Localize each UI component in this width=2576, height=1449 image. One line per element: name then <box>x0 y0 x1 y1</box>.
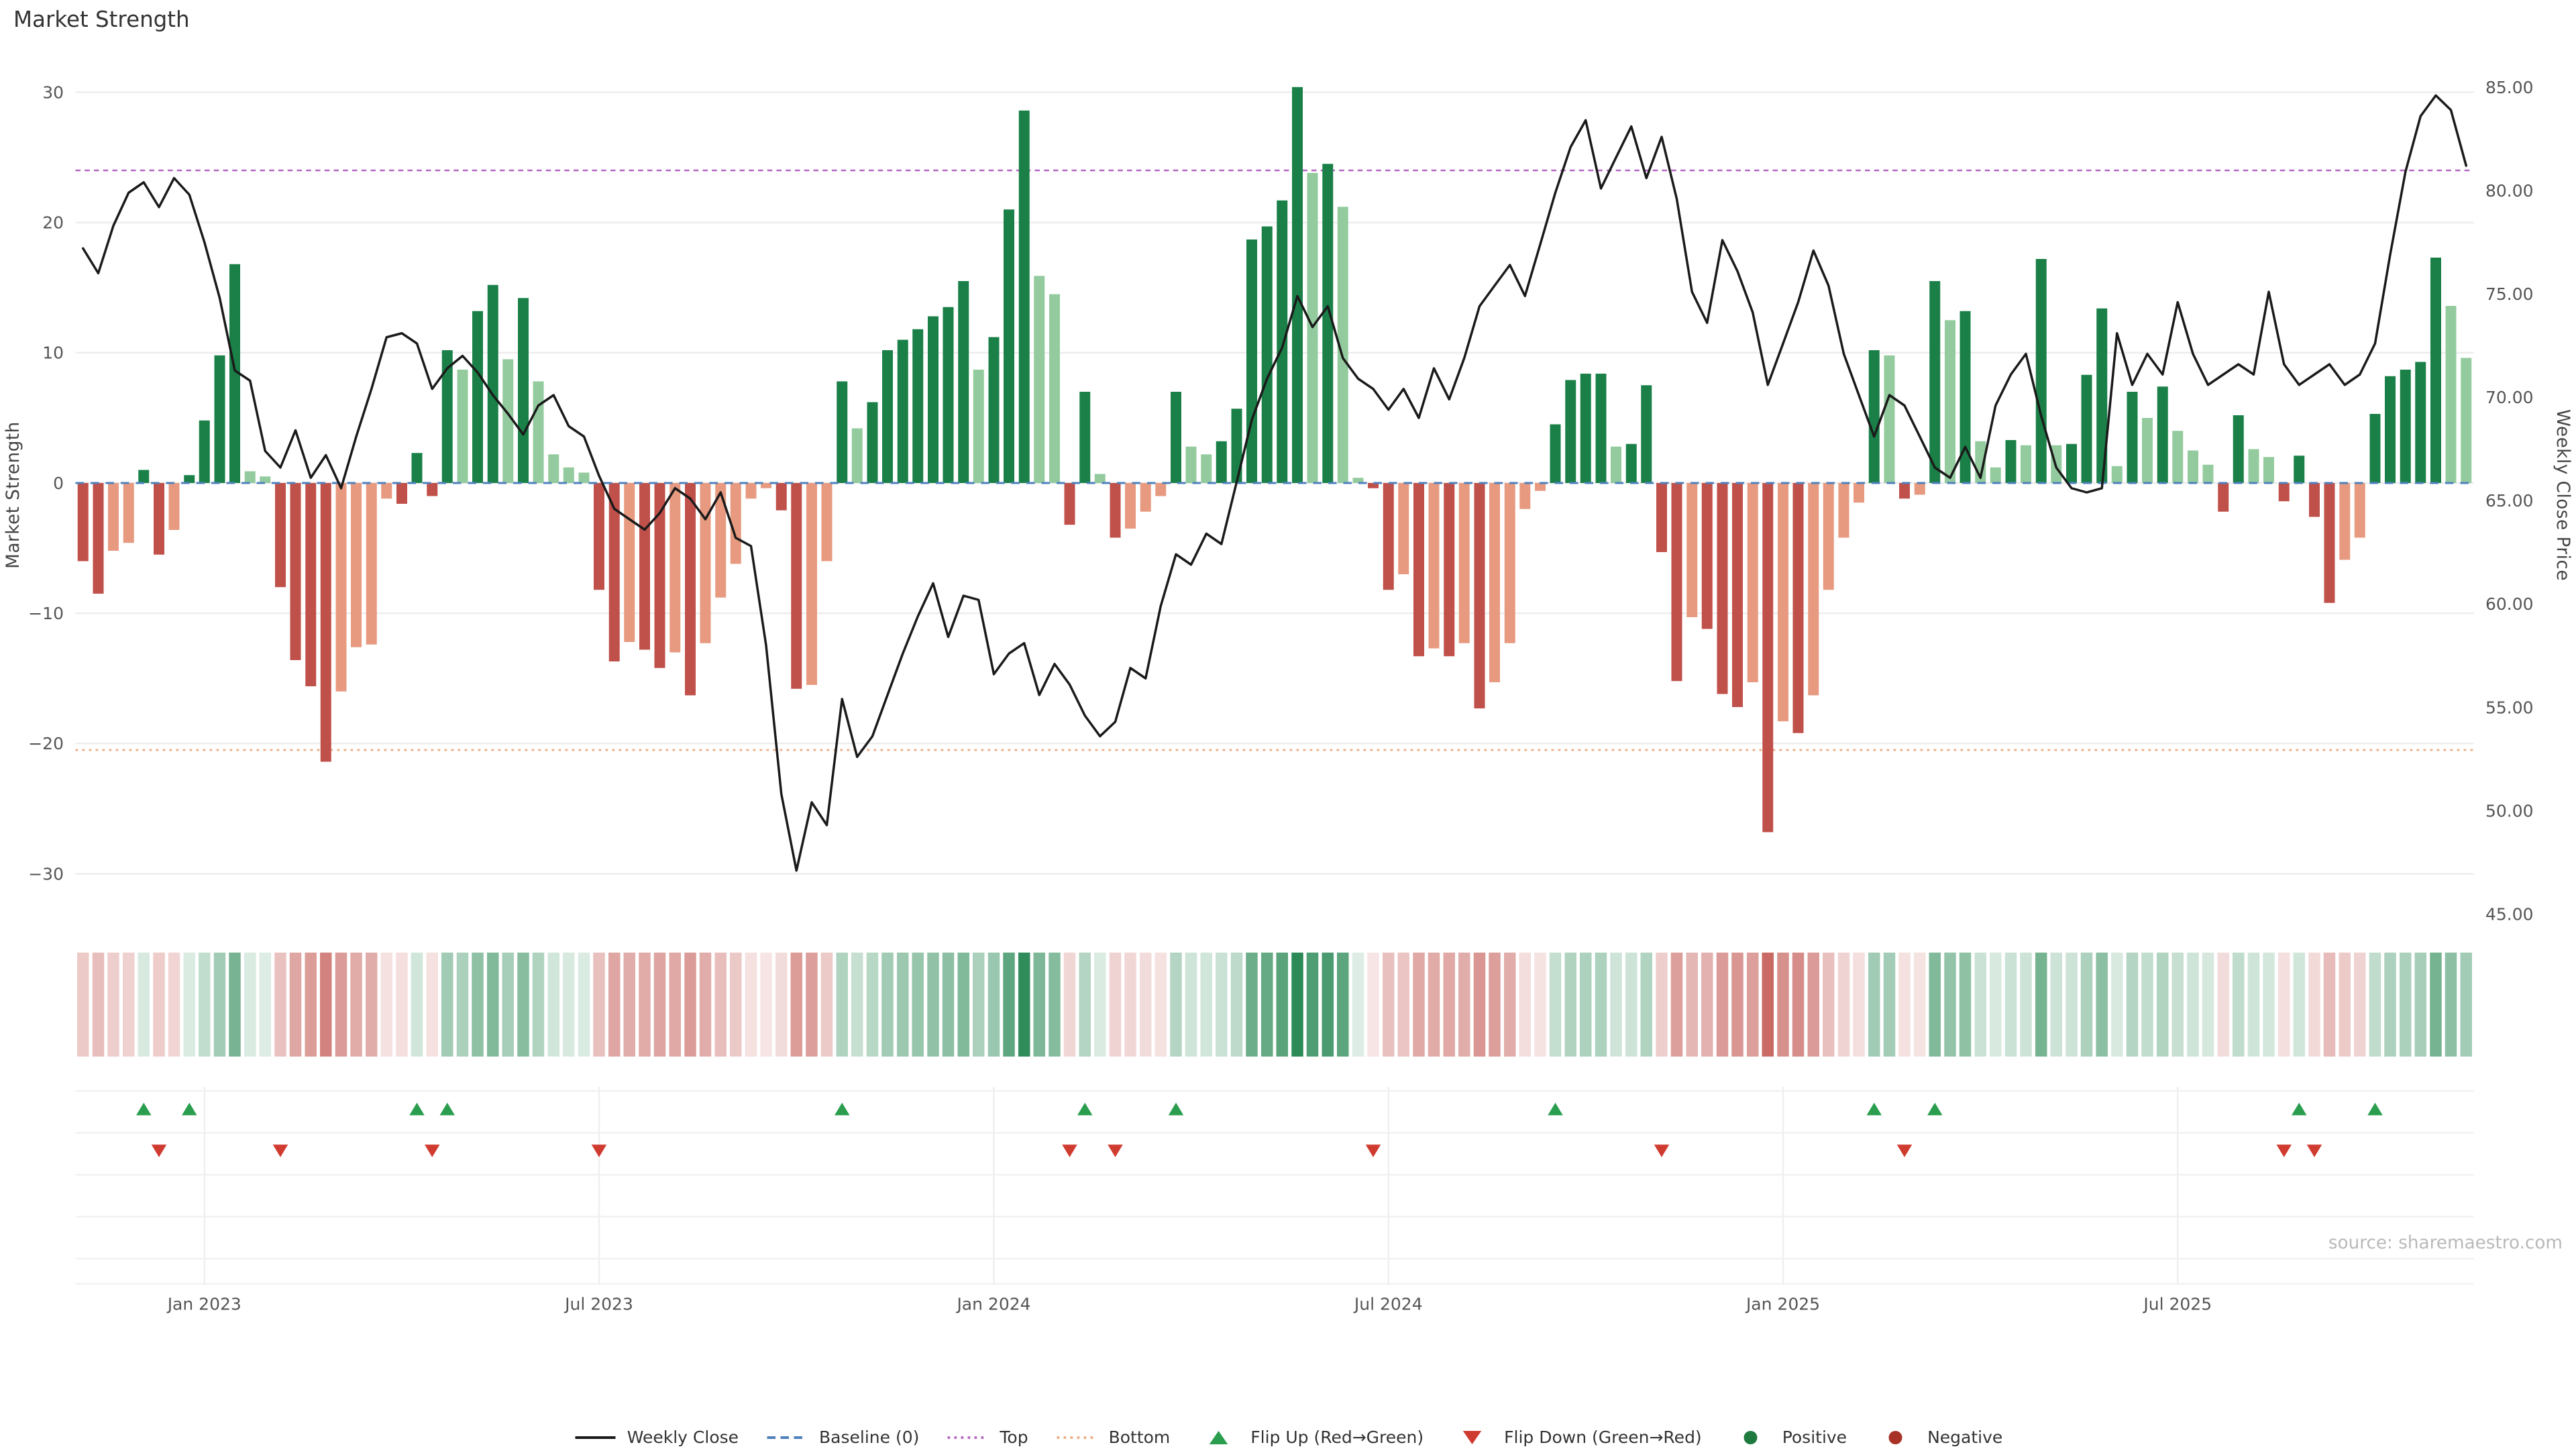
threshold-lines <box>75 169 2474 751</box>
legend-label: Baseline (0) <box>819 1428 920 1447</box>
svg-text:75.00: 75.00 <box>2485 284 2534 304</box>
legend-label: Bottom <box>1108 1428 1171 1447</box>
flip-down-icon <box>1896 1144 1913 1157</box>
legend-label: Flip Up (Red→Green) <box>1250 1428 1424 1447</box>
svg-text:60.00: 60.00 <box>2485 594 2534 614</box>
legend-label: Positive <box>1782 1428 1847 1447</box>
positive-swatch-icon <box>1743 1430 1758 1444</box>
flip-up-icon <box>2292 1102 2307 1116</box>
flip-down-icon <box>425 1144 440 1157</box>
legend-item-negative: Negative <box>1874 1428 2002 1448</box>
strength-bars <box>77 87 2472 833</box>
svg-text:45.00: 45.00 <box>2485 904 2534 924</box>
svg-text:−30: −30 <box>28 864 64 883</box>
svg-text:70.00: 70.00 <box>2485 388 2534 407</box>
flip-up-icon <box>1927 1102 1943 1116</box>
svg-text:0: 0 <box>53 474 64 493</box>
svg-text:50.00: 50.00 <box>2485 801 2534 820</box>
svg-text:−10: −10 <box>28 604 64 623</box>
weekly-close-line <box>82 94 2467 872</box>
legend-item-bottom: Bottom <box>1055 1428 1171 1448</box>
baseline-swatch-icon <box>767 1436 808 1439</box>
top-swatch-icon <box>947 1436 988 1439</box>
source-watermark: source: sharemaestro.com <box>2328 1232 2563 1253</box>
svg-text:−20: −20 <box>28 734 64 753</box>
legend-label: Flip Down (Green→Red) <box>1504 1428 1702 1447</box>
svg-text:80.00: 80.00 <box>2485 181 2534 201</box>
legend: Weekly Close Baseline (0) Top Bottom Flip Up… <box>0 1428 2576 1448</box>
flip-down-icon <box>2306 1144 2322 1157</box>
svg-text:55.00: 55.00 <box>2485 698 2534 717</box>
flip-down-icon <box>1365 1144 1381 1157</box>
flip-down-icon <box>151 1144 167 1157</box>
legend-item-flip-down: Flip Down (Green→Red) <box>1450 1428 1702 1448</box>
legend-label: Negative <box>1927 1428 2003 1447</box>
flip-down-icon <box>591 1144 607 1157</box>
chart-title: Market Strength <box>13 7 190 32</box>
lower-gridlines <box>75 1087 2474 1285</box>
negative-swatch-icon <box>1888 1430 1902 1444</box>
axis-tick-labels: 30 20 10 0 −10 −20 −30 85.00 80.00 75.00 70.00 65.0… <box>28 78 2533 924</box>
right-axis-title: Weekly Close Price <box>2553 409 2573 581</box>
svg-text:Jan 2025: Jan 2025 <box>1745 1295 1820 1314</box>
flip-up-icon <box>1077 1102 1093 1116</box>
legend-item-top: Top <box>946 1428 1028 1448</box>
flip-up-icon <box>182 1102 197 1116</box>
svg-text:10: 10 <box>42 343 64 363</box>
legend-item-baseline: Baseline (0) <box>765 1428 919 1448</box>
legend-label: Top <box>1000 1428 1028 1447</box>
svg-text:20: 20 <box>42 213 64 233</box>
x-tick-labels: Jan 2023 Jul 2023 Jan 2024 Jul 2024 Jan 2025… <box>166 1295 2212 1314</box>
svg-text:Jul 2025: Jul 2025 <box>2142 1295 2212 1314</box>
flip-down-markers <box>151 1144 2322 1157</box>
svg-text:Jul 2023: Jul 2023 <box>564 1295 633 1314</box>
plot-canvas: 30 20 10 0 −10 −20 −30 85.00 80.00 75.00 70.00 65.0… <box>28 78 2533 1314</box>
legend-item-positive: Positive <box>1729 1428 1847 1448</box>
flip-up-icon <box>835 1102 850 1116</box>
legend-label: Weekly Close <box>627 1428 739 1447</box>
flip-down-icon <box>1654 1144 1670 1157</box>
bottom-swatch-icon <box>1057 1436 1097 1439</box>
strength-heatmap <box>77 953 2472 1057</box>
svg-text:Jan 2023: Jan 2023 <box>166 1295 241 1314</box>
flip-down-icon <box>2276 1144 2292 1157</box>
weekly-close-swatch-icon <box>575 1436 616 1439</box>
flip-up-icon <box>1168 1102 1184 1116</box>
legend-item-weekly-close: Weekly Close <box>574 1428 739 1448</box>
flip-down-icon <box>1062 1144 1077 1157</box>
flip-down-icon <box>1108 1144 1123 1157</box>
flip-up-icon <box>136 1102 152 1116</box>
flip-up-markers <box>136 1102 2383 1116</box>
flip-up-icon <box>2367 1102 2383 1116</box>
flip-up-icon <box>439 1102 455 1116</box>
flip-down-swatch-icon <box>1462 1430 1482 1444</box>
legend-item-flip-up: Flip Up (Red→Green) <box>1197 1428 1424 1448</box>
flip-up-icon <box>1866 1102 1882 1116</box>
flip-down-icon <box>272 1144 288 1157</box>
svg-text:Jul 2024: Jul 2024 <box>1353 1295 1423 1314</box>
svg-text:Jan 2024: Jan 2024 <box>955 1295 1030 1314</box>
flip-up-swatch-icon <box>1210 1430 1228 1444</box>
svg-text:65.00: 65.00 <box>2485 491 2534 511</box>
svg-text:30: 30 <box>42 83 64 102</box>
svg-text:85.00: 85.00 <box>2485 78 2534 97</box>
flip-up-icon <box>1548 1102 1563 1116</box>
flip-up-icon <box>409 1102 425 1116</box>
